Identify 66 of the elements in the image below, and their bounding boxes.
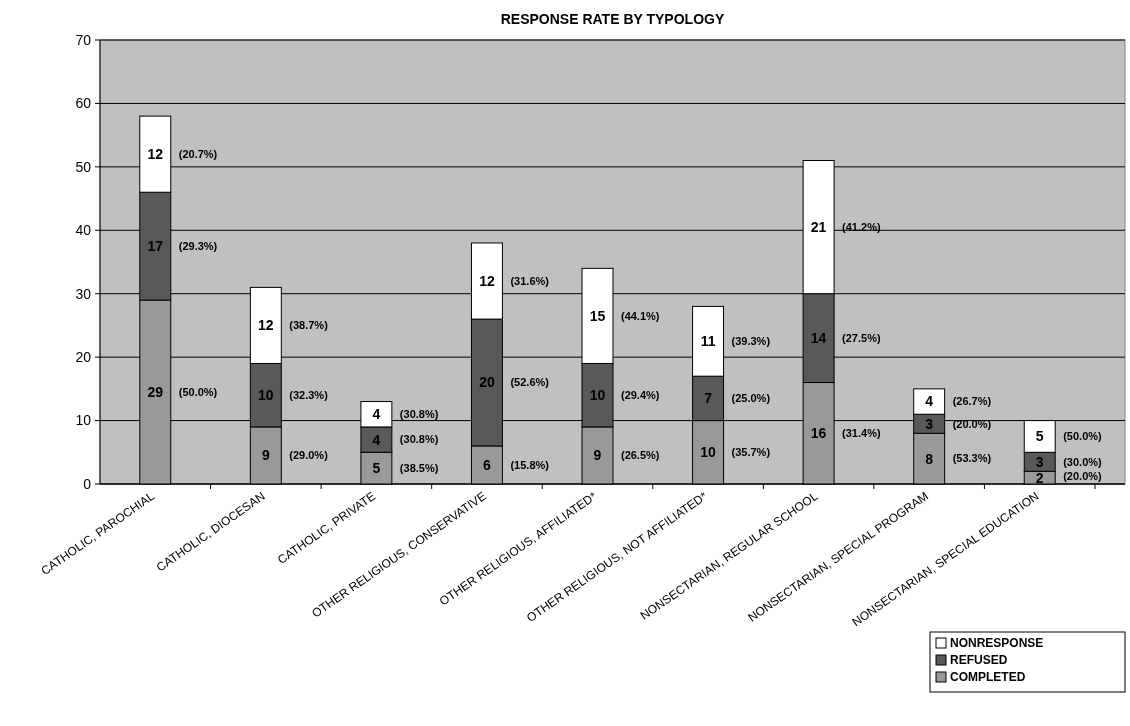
annotation: (41.2%) [842,220,881,233]
legend-label: REFUSED [950,653,1008,668]
data-label: 12 [147,146,164,163]
annotation: (31.6%) [510,274,550,287]
data-label: 12 [258,317,274,334]
data-label: 4 [925,393,934,410]
data-label: 9 [593,447,602,464]
y-tick-label: 50 [75,158,92,175]
annotation: (39.3%) [731,335,771,348]
data-label: 5 [1035,428,1044,445]
annotation: (38.5%) [399,461,439,474]
annotation: (50.0%) [1063,430,1103,443]
data-label: 20 [479,374,495,391]
annotation: (20.0%) [952,417,992,430]
data-label: 8 [925,450,934,467]
data-label: 11 [700,333,716,350]
data-label: 29 [147,383,164,400]
y-tick-label: 20 [75,349,92,366]
annotation: (30.0%) [1063,455,1103,468]
annotation: (20.7%) [178,148,218,161]
annotation: (26.7%) [952,395,992,408]
data-label: 2 [1035,469,1044,486]
y-tick-label: 40 [75,222,92,239]
y-tick-label: 70 [75,31,92,48]
annotation: (38.7%) [289,319,329,332]
annotation: (26.5%) [620,449,660,462]
data-label: 15 [589,307,606,324]
data-label: 5 [372,460,381,477]
data-label: 4 [372,406,381,423]
y-tick-label: 60 [75,95,92,112]
chart-title: RESPONSE RATE BY TYPOLOGY [500,11,725,27]
data-label: 10 [589,387,606,404]
data-label: 17 [147,238,164,255]
annotation: (27.5%) [842,331,881,344]
data-label: 6 [483,456,492,473]
annotation: (50.0%) [178,385,218,398]
annotation: (25.0%) [731,392,771,405]
y-tick-label: 30 [75,285,92,302]
data-label: 14 [810,330,827,347]
y-tick-label: 0 [83,475,92,492]
data-label: 10 [700,444,717,461]
data-label: 10 [258,387,274,404]
annotation: (52.6%) [510,376,550,389]
annotation: (32.3%) [289,389,329,402]
data-label: 12 [479,272,495,289]
data-label: 16 [810,425,827,442]
annotation: (30.8%) [399,408,439,421]
annotation: (29.0%) [289,449,329,462]
annotation: (44.1%) [620,309,660,322]
data-label: 3 [925,415,934,432]
annotation: (30.8%) [399,433,439,446]
data-label: 21 [810,219,827,236]
annotation: (15.8%) [510,458,550,471]
legend-label: NONRESPONSE [950,636,1044,651]
annotation: (20.0%) [1063,469,1103,482]
annotation: (29.4%) [620,389,660,402]
data-label: 7 [704,390,713,407]
legend-label: COMPLETED [950,670,1026,685]
annotation: (31.4%) [842,427,881,440]
data-label: 4 [372,431,381,448]
y-tick-label: 10 [75,412,92,429]
annotation: (29.3%) [178,239,218,252]
annotation: (35.7%) [731,446,771,459]
annotation: (53.3%) [952,452,992,465]
data-label: 9 [261,447,270,464]
data-label: 3 [1035,453,1044,470]
